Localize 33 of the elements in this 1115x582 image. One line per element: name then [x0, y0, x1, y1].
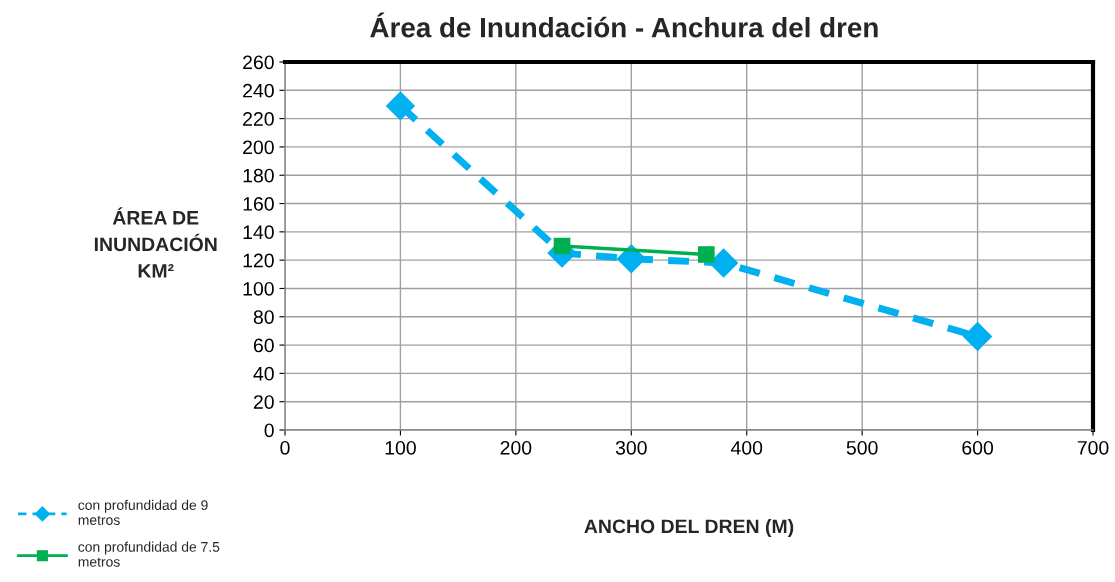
- y-axis-title: ÁREA DE INUNDACIÓN KM²: [94, 207, 217, 278]
- y-tick-label: 0: [264, 423, 274, 438]
- y-tick-label: 60: [253, 338, 274, 353]
- point: [616, 244, 646, 274]
- x-tick-label: 300: [615, 440, 647, 455]
- chart-title: Área de Inundación - Anchura del dren: [370, 12, 878, 38]
- point: [697, 246, 715, 263]
- y-tick-label: 40: [253, 366, 274, 381]
- x-tick-label: 100: [385, 440, 416, 455]
- y-tick-label: 220: [243, 112, 274, 126]
- x-tick-label: 0: [280, 440, 290, 455]
- y-tick-label: 240: [243, 83, 274, 98]
- x-axis-title: ANCHO DEL DREN (M): [584, 518, 794, 538]
- point: [385, 91, 415, 121]
- point: [553, 237, 571, 255]
- y-tick-label: 140: [243, 225, 274, 240]
- legend-label: con profundidad de 7.5 metros: [78, 541, 220, 567]
- point: [709, 248, 739, 278]
- y-tick-label: 120: [243, 253, 274, 268]
- y-tick-label: 200: [243, 140, 274, 155]
- x-tick-label: 400: [730, 440, 763, 455]
- y-tick-label: 180: [243, 168, 274, 183]
- legend-label: con profundidad de 9 metros: [78, 499, 208, 525]
- y-tick-label: 80: [253, 310, 274, 325]
- x-tick-label: 600: [962, 440, 994, 455]
- x-tick-label: 700: [1077, 440, 1109, 455]
- y-tick-label: 20: [253, 395, 274, 409]
- y-tick-label: 260: [243, 55, 274, 70]
- x-tick-label: 500: [846, 440, 878, 455]
- x-tick-label: 200: [500, 440, 532, 455]
- y-tick-label: 160: [243, 197, 274, 211]
- point: [963, 322, 993, 352]
- y-tick-label: 100: [243, 281, 274, 296]
